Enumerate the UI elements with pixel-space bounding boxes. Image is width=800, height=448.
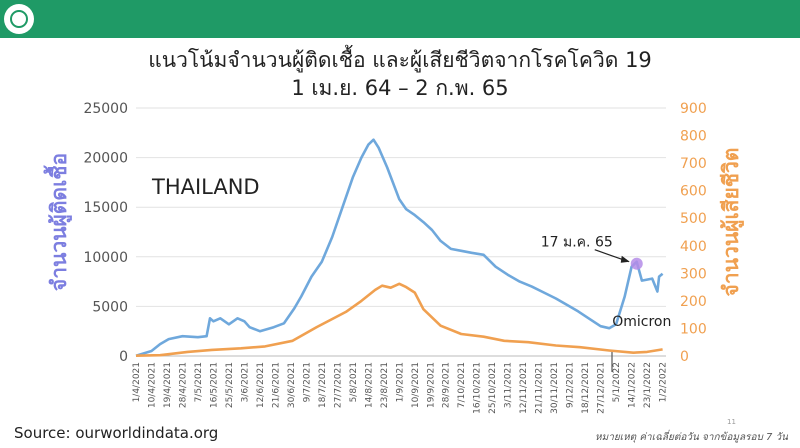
x-tick-label: 14/8/2021	[364, 362, 374, 408]
right-tick-label: 700	[680, 156, 707, 172]
right-tick-label: 0	[680, 349, 689, 365]
x-tick-label: 7/10/2021	[457, 362, 467, 408]
x-tick-label: 3/6/2021	[240, 362, 250, 402]
left-tick-label: 15000	[83, 200, 128, 216]
x-tick-label: 12/6/2021	[256, 362, 266, 408]
cases-series-line	[135, 138, 664, 357]
country-label: THAILAND	[151, 175, 260, 199]
x-tick-label: 19/9/2021	[426, 362, 436, 408]
x-tick-label: 28/9/2021	[442, 362, 452, 408]
peak-marker	[630, 257, 643, 270]
slide-number: 11	[727, 418, 736, 426]
x-tick-label: 19/4/2021	[163, 362, 173, 408]
omicron-annotation: Omicron	[612, 314, 671, 330]
x-tick-label: 28/4/2021	[178, 362, 188, 408]
deaths-series-line	[135, 282, 663, 357]
gridlines	[136, 107, 666, 357]
left-tick-label: 0	[119, 349, 128, 365]
right-tick-label: 300	[680, 266, 707, 282]
arrowhead-icon	[620, 255, 630, 263]
left-axis-ticks: 0 5000 10000 15000 20000 25000	[83, 101, 128, 365]
x-tick-label: 25/10/2021	[488, 362, 498, 414]
right-tick-label: 900	[680, 101, 707, 117]
x-tick-label: 12/11/2021	[519, 362, 529, 414]
x-tick-label: 7/5/2021	[194, 362, 204, 402]
logo-emblem	[10, 10, 28, 28]
x-tick-label: 10/4/2021	[147, 362, 157, 408]
annotation-layer: 17 ม.ค. 65 Omicron	[541, 235, 672, 330]
x-tick-label: 23/8/2021	[380, 362, 390, 408]
source-note: Source: ourworldindata.org	[14, 424, 219, 442]
x-tick-label: 21/6/2021	[271, 362, 281, 408]
right-tick-label: 100	[680, 321, 707, 337]
x-tick-label: 3/11/2021	[504, 362, 514, 408]
x-tick-label: 9/7/2021	[302, 362, 312, 402]
x-tick-label: 9/12/2021	[566, 362, 576, 408]
ministry-of-public-health-logo-icon	[4, 4, 34, 34]
left-tick-label: 5000	[92, 299, 128, 315]
x-tick-label: 5/1/2022	[612, 362, 622, 402]
chart-title-line1: แนวโน้มจำนวนผู้ติดเชื้อ และผู้เสียชีวิตจ…	[148, 48, 652, 72]
x-tick-label: 1/9/2021	[395, 362, 405, 402]
right-axis-ticks: 0 100 200 300 400 500 600 700 800 900	[680, 101, 707, 365]
x-axis-ticks: 1/4/2021 10/4/2021 19/4/2021 28/4/2021 7/5/2…	[132, 362, 669, 414]
left-tick-label: 10000	[83, 250, 128, 266]
left-axis-label: จำนวนผู้ติดเชื้อ	[43, 153, 73, 291]
x-tick-label: 30/6/2021	[287, 362, 297, 408]
x-tick-label: 1/2/2022	[659, 362, 669, 402]
series-layer	[135, 138, 664, 357]
right-tick-label: 800	[680, 129, 707, 145]
x-tick-label: 30/11/2021	[550, 362, 560, 414]
footnote: หมายเหตุ ค่าเฉลี่ยต่อวัน จากข้อมูลรอบ 7 …	[595, 432, 788, 443]
chart-title-line2: 1 เม.ย. 64 – 2 ก.พ. 65	[291, 76, 509, 100]
left-tick-label: 25000	[83, 101, 128, 117]
left-tick-label: 20000	[83, 151, 128, 167]
x-tick-label: 16/5/2021	[209, 362, 219, 408]
x-tick-label: 27/7/2021	[333, 362, 343, 408]
x-tick-label: 5/8/2021	[349, 362, 359, 402]
x-tick-label: 14/1/2022	[628, 362, 638, 408]
x-tick-label: 27/12/2021	[597, 362, 607, 414]
date-annotation: 17 ม.ค. 65	[541, 235, 613, 251]
x-tick-label: 16/10/2021	[473, 362, 483, 414]
right-axis-label: จำนวนผู้เสียชีวิต	[719, 148, 745, 297]
right-tick-label: 400	[680, 239, 707, 255]
x-tick-label: 21/11/2021	[535, 362, 545, 414]
x-tick-label: 23/1/2022	[643, 362, 653, 408]
x-tick-label: 18/7/2021	[318, 362, 328, 408]
right-tick-label: 200	[680, 294, 707, 310]
right-tick-label: 500	[680, 211, 707, 227]
x-tick-label: 1/4/2021	[132, 362, 142, 402]
right-tick-label: 600	[680, 184, 707, 200]
x-tick-label: 10/9/2021	[411, 362, 421, 408]
x-tick-label: 25/5/2021	[225, 362, 235, 408]
header-bar	[0, 0, 800, 38]
x-tick-label: 18/12/2021	[581, 362, 591, 414]
